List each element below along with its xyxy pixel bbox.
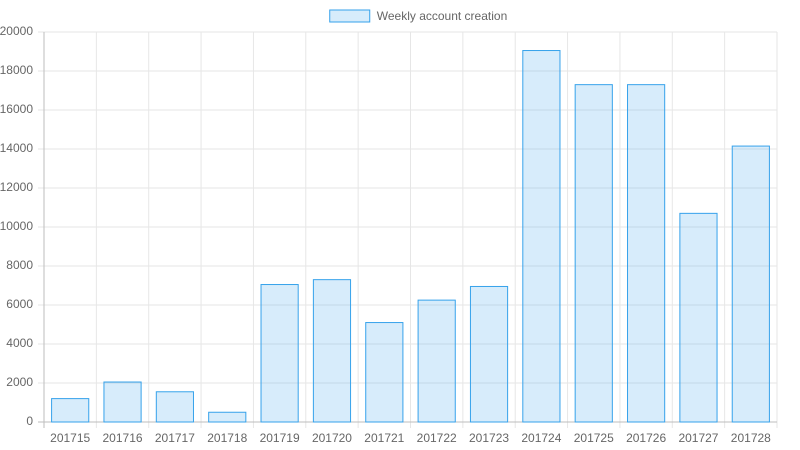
bar [155,391,194,423]
bar [208,411,247,423]
y-tick-label: 8000 [6,258,33,272]
x-tick-label: 201716 [103,431,143,445]
bar [260,284,299,423]
bar [312,279,352,423]
legend-label: Weekly account creation [377,9,508,23]
x-tick-label: 201720 [312,431,352,445]
y-tick-label: 6000 [6,297,33,311]
bar [417,299,456,423]
y-tick-label: 20000 [0,24,33,38]
bar [679,212,718,423]
bar [51,398,90,423]
x-tick-label: 201727 [678,431,718,445]
y-tick-label: 12000 [0,180,33,194]
bar [627,84,666,423]
y-tick-label: 2000 [6,375,33,389]
x-tick-label: 201719 [260,431,300,445]
x-tick-label: 201718 [207,431,247,445]
bar [522,50,561,423]
x-tick-label: 201725 [574,431,614,445]
y-tick-label: 16000 [0,102,33,116]
x-tick-label: 201728 [731,431,771,445]
y-tick-label: 14000 [0,141,33,155]
x-tick-label: 201717 [155,431,195,445]
x-tick-label: 201724 [521,431,561,445]
bar [103,381,142,423]
x-tick-label: 201726 [626,431,666,445]
x-tick-label: 201715 [50,431,90,445]
x-tick-label: 201722 [417,431,457,445]
y-tick-label: 0 [26,414,33,428]
y-tick-label: 4000 [6,336,33,350]
legend-swatch [329,9,371,23]
y-tick-label: 10000 [0,219,33,233]
bar [365,322,404,423]
bar [574,84,613,423]
x-tick-label: 201723 [469,431,509,445]
bar [731,145,770,423]
bar [469,285,509,423]
y-tick-label: 18000 [0,63,33,77]
x-tick-label: 201721 [364,431,404,445]
